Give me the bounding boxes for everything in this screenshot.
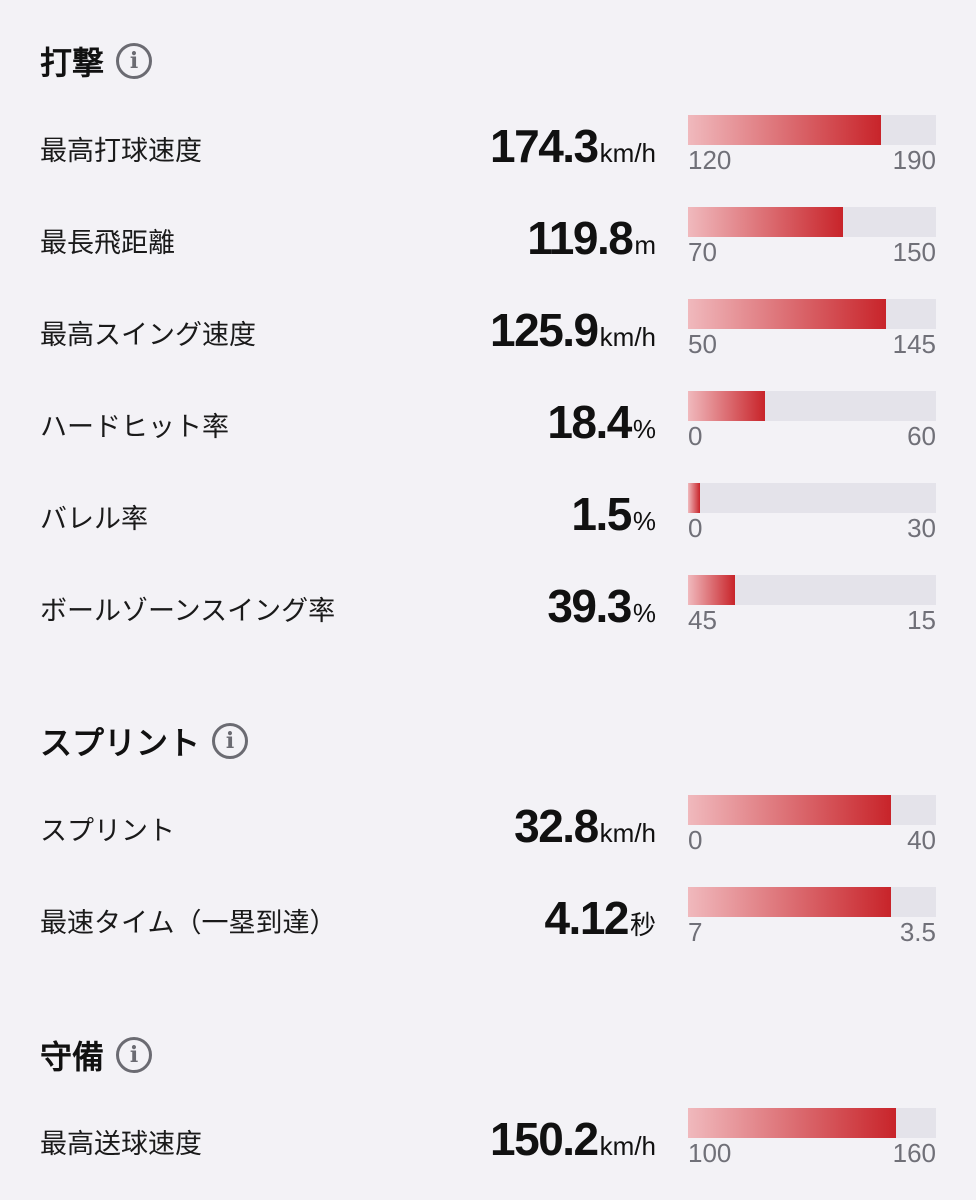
stat-label: 最高送球速度 — [40, 1129, 202, 1160]
stat-value: 32.8km/h — [514, 799, 656, 853]
stat-number: 1.5 — [571, 488, 632, 540]
stat-unit: km/h — [599, 138, 656, 168]
stat-value: 174.3km/h — [490, 119, 656, 173]
range-max: 30 — [907, 513, 936, 543]
stat-label: 最速タイム（一塁到達） — [40, 908, 337, 939]
stat-row: 最高スイング速度 125.9km/h 50 145 — [0, 299, 976, 369]
section-title: 守備 — [40, 1038, 105, 1076]
stat-unit: m — [634, 230, 656, 260]
range-max: 160 — [892, 1138, 936, 1168]
section-title: 打撃 — [40, 44, 105, 82]
range-max: 145 — [892, 329, 936, 359]
section-title: スプリント — [40, 724, 201, 762]
stat-label: スプリント — [40, 816, 175, 847]
percentile-fill — [688, 299, 887, 329]
stat-value: 1.5% — [571, 487, 656, 541]
percentile-bar — [688, 207, 936, 237]
range-max: 150 — [892, 237, 936, 267]
percentile-bar — [688, 795, 936, 825]
stat-number: 174.3 — [490, 120, 599, 172]
stat-row: 最速タイム（一塁到達） 4.12秒 7 3.5 — [0, 887, 976, 957]
range-min: 45 — [688, 605, 717, 635]
range-min: 70 — [688, 237, 717, 267]
percentile-fill — [688, 1108, 897, 1138]
stat-row: スプリント 32.8km/h 0 40 — [0, 795, 976, 865]
range-min: 100 — [688, 1138, 732, 1168]
stat-row: バレル率 1.5% 0 30 — [0, 483, 976, 553]
section-header: 打撃 i — [40, 38, 153, 84]
range-min: 50 — [688, 329, 717, 359]
info-icon[interactable]: i — [116, 1037, 153, 1073]
stat-unit: km/h — [599, 1131, 656, 1161]
range-min: 0 — [688, 421, 703, 451]
info-icon[interactable]: i — [116, 43, 153, 79]
stat-number: 32.8 — [514, 800, 599, 852]
percentile-bar — [688, 483, 936, 513]
percentile-fill — [688, 391, 765, 421]
stat-unit: % — [632, 414, 656, 444]
stat-label: ハードヒット率 — [40, 412, 229, 443]
stat-label: 最高スイング速度 — [40, 320, 256, 351]
stat-label: 最長飛距離 — [40, 228, 175, 259]
stat-row: 最長飛距離 119.8m 70 150 — [0, 207, 976, 277]
percentile-fill — [688, 575, 736, 605]
stat-label: ボールゾーンスイング率 — [40, 596, 336, 627]
range-max: 190 — [892, 145, 936, 175]
stat-value: 39.3% — [547, 579, 656, 633]
percentile-bar — [688, 1108, 936, 1138]
stat-unit: % — [632, 506, 656, 536]
percentile-fill — [688, 207, 843, 237]
range-min: 120 — [688, 145, 732, 175]
stat-unit: km/h — [599, 818, 656, 848]
stat-number: 39.3 — [547, 580, 632, 632]
stat-number: 125.9 — [490, 304, 599, 356]
stat-value: 4.12秒 — [544, 891, 656, 945]
stat-unit: km/h — [599, 322, 656, 352]
stat-value: 125.9km/h — [490, 303, 656, 357]
stat-value: 18.4% — [547, 395, 656, 449]
stat-row: ボールゾーンスイング率 39.3% 45 15 — [0, 575, 976, 645]
range-max: 15 — [907, 605, 936, 635]
range-min: 0 — [688, 513, 703, 543]
percentile-bar — [688, 115, 936, 145]
percentile-fill — [688, 887, 892, 917]
section-header: 守備 i — [40, 1032, 153, 1078]
percentile-bar — [688, 887, 936, 917]
percentile-fill — [688, 483, 701, 513]
percentile-bar — [688, 299, 936, 329]
range-min: 0 — [688, 825, 703, 855]
stat-number: 150.2 — [490, 1113, 599, 1165]
stat-unit: % — [632, 598, 656, 628]
range-min: 7 — [688, 917, 703, 947]
stat-unit: 秒 — [629, 910, 656, 940]
info-icon[interactable]: i — [212, 723, 249, 759]
percentile-fill — [688, 115, 882, 145]
stat-number: 119.8 — [527, 212, 634, 264]
stat-row: 最高打球速度 174.3km/h 120 190 — [0, 115, 976, 185]
stat-row: 最高送球速度 150.2km/h 100 160 — [0, 1108, 976, 1178]
percentile-fill — [688, 795, 892, 825]
stat-label: 最高打球速度 — [40, 136, 202, 167]
stat-number: 4.12 — [544, 892, 629, 944]
range-max: 40 — [907, 825, 936, 855]
stat-label: バレル率 — [40, 504, 148, 535]
stat-number: 18.4 — [547, 396, 632, 448]
range-max: 3.5 — [899, 917, 936, 947]
stat-value: 119.8m — [527, 211, 656, 265]
stat-value: 150.2km/h — [490, 1112, 656, 1166]
percentile-bar — [688, 391, 936, 421]
stat-row: ハードヒット率 18.4% 0 60 — [0, 391, 976, 461]
section-header: スプリント i — [40, 718, 249, 764]
percentile-bar — [688, 575, 936, 605]
range-max: 60 — [907, 421, 936, 451]
